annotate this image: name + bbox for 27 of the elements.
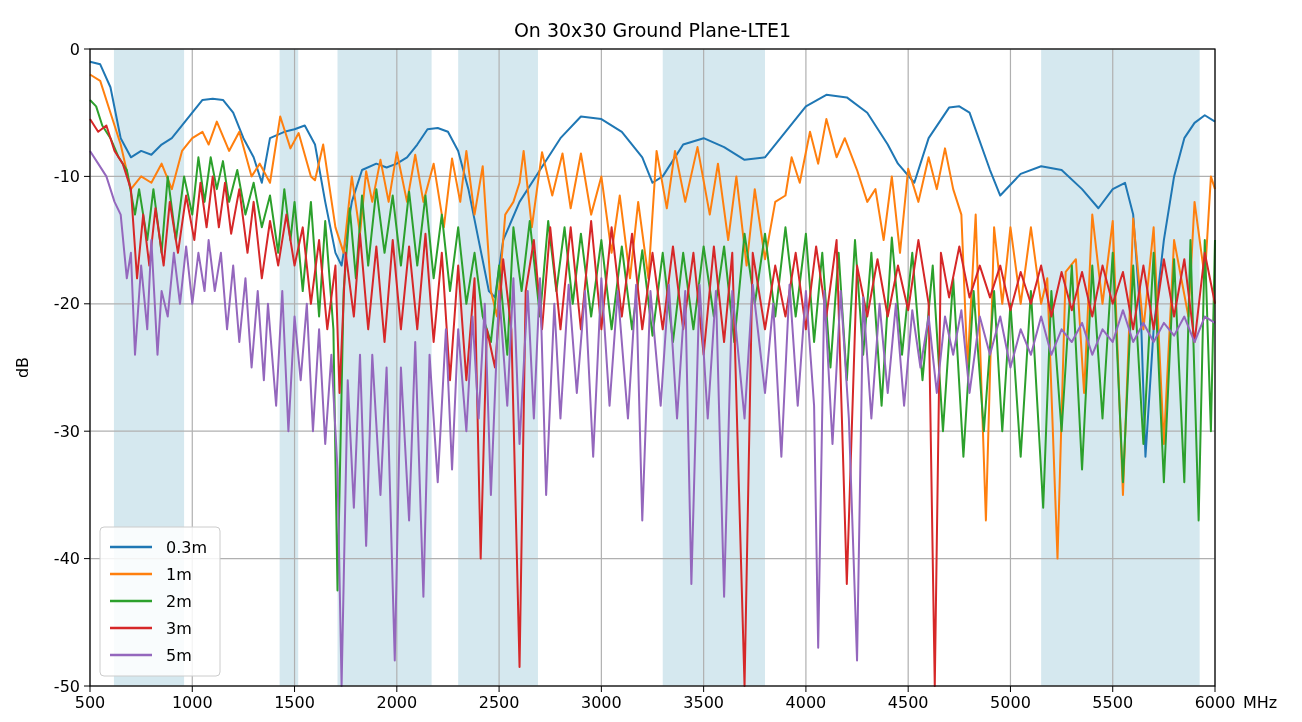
x-tick-label: 4500 — [887, 693, 929, 712]
x-tick-label: 2000 — [376, 693, 418, 712]
x-tick-label: 1500 — [274, 693, 315, 712]
y-tick-label: -50 — [53, 676, 80, 696]
legend-label: 1m — [166, 564, 192, 584]
chart-title: On 30x30 Ground Plane-LTE1 — [513, 19, 792, 41]
x-tick-label: 4000 — [785, 693, 827, 712]
x-tick-label: 1000 — [171, 693, 213, 712]
x-tick-label: 6000 — [1194, 693, 1236, 712]
legend-label: 2m — [166, 591, 192, 611]
legend-label: 0.3m — [166, 537, 208, 557]
y-tick-label: -30 — [53, 421, 80, 441]
x-axis-title: MHz — [1243, 693, 1278, 712]
y-axis-title: dB — [13, 356, 32, 379]
legend-label: 5m — [166, 645, 192, 665]
x-tick-label: 3000 — [581, 693, 622, 712]
x-tick-label: 3500 — [683, 693, 724, 712]
x-tick-label: 5500 — [1092, 693, 1134, 712]
y-tick-label: -10 — [53, 167, 80, 186]
line-series — [89, 60, 1216, 458]
x-tick-label: 5000 — [990, 693, 1031, 712]
x-tick-label: 2500 — [478, 693, 520, 712]
legend-label: 3m — [166, 618, 192, 638]
y-tick-label: 0 — [69, 39, 80, 59]
x-tick-label: 500 — [74, 693, 106, 712]
y-tick-label: -20 — [53, 294, 80, 314]
y-tick-label: -40 — [53, 549, 80, 569]
